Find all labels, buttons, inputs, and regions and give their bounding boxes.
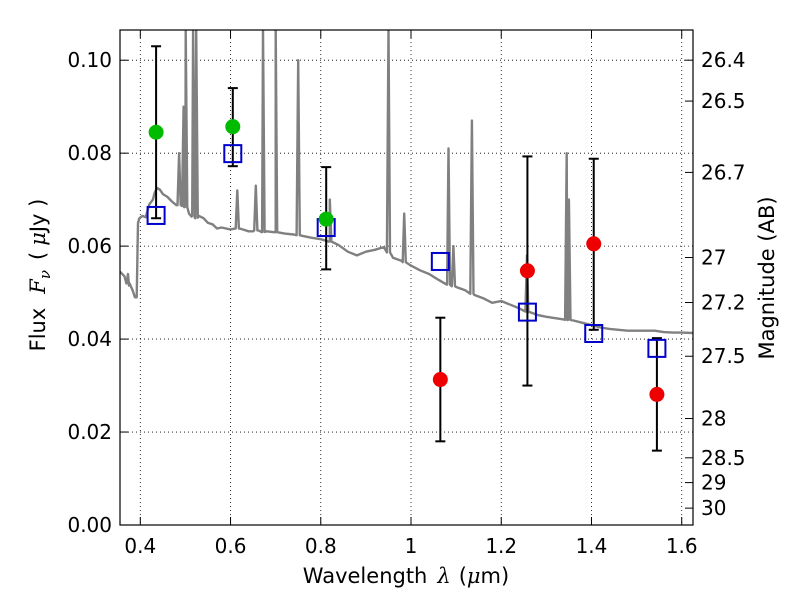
y-tick-label-4: 0.08	[67, 141, 112, 165]
model-point-6	[647, 338, 667, 358]
model-point-4	[517, 302, 537, 322]
y2-tick-label-8: 29	[701, 471, 726, 495]
y-axis-label: Flux Fν ( μJy )	[26, 199, 54, 352]
x-axis-label-unit-open: (	[459, 564, 467, 588]
nondetection-point-0	[432, 372, 448, 388]
detection-point-1	[225, 119, 241, 135]
y-axis-label-unit-rest: Jy )	[26, 199, 50, 235]
y-axis-label-prefix: Flux	[26, 308, 50, 352]
y-tick-label-0: 0.00	[67, 513, 112, 537]
x-tick-label-3: 1	[405, 534, 418, 558]
y-axis-label-sub: ν	[36, 270, 54, 279]
y2-tick-label-0: 26.4	[701, 48, 746, 72]
y-axis-label-symbol: F	[26, 278, 50, 295]
grid-lines	[120, 30, 693, 526]
model-points	[146, 144, 667, 358]
y-tick-label-3: 0.06	[67, 234, 112, 258]
y-tick-label-1: 0.02	[67, 420, 112, 444]
nondetection-point-1	[519, 263, 535, 279]
spectrum-layer	[120, 30, 693, 335]
x-tick-label-2: 0.8	[305, 534, 337, 558]
y-tick-label-2: 0.04	[67, 327, 112, 351]
model-point-5	[584, 324, 604, 344]
spectrum-line	[120, 30, 693, 335]
nondetection-point-3	[649, 386, 665, 402]
y2-tick-label-6: 28	[701, 407, 726, 431]
x-axis-label-unit-mu: μ	[467, 564, 481, 588]
nondetection-point-2	[586, 236, 602, 252]
x-tick-label-1: 0.6	[215, 534, 247, 558]
x-tick-label-0: 0.4	[124, 534, 156, 558]
x-axis-label-symbol: λ	[436, 564, 450, 588]
model-point-0	[146, 205, 166, 225]
detection-point-0	[148, 124, 164, 140]
axis-ticks: 0.4 0.6 0.8 1 1.2 1.4 1.6 0.00 0.02 0.04 0.06 0.08 0…	[67, 30, 746, 558]
y-axis-label-unit-open: (	[26, 252, 50, 260]
y-tick-label-5: 0.10	[67, 48, 112, 72]
x-axis-label: Wavelength λ (μm)	[303, 564, 509, 588]
y2-tick-label-9: 30	[701, 496, 726, 520]
y2-tick-label-4: 27.2	[701, 291, 746, 315]
model-point-3	[430, 251, 450, 271]
y2-axis-label: Magnitude (AB)	[755, 196, 779, 359]
y2-tick-label-7: 28.5	[701, 446, 746, 470]
y2-tick-label-5: 27.5	[701, 344, 746, 368]
x-axis-label-unit-rest: m)	[481, 564, 510, 588]
x-tick-label-6: 1.6	[666, 534, 698, 558]
y2-tick-label-3: 27	[701, 246, 726, 270]
y-axis-label-unit-mu: μ	[26, 232, 50, 246]
detection-point-2	[318, 211, 334, 227]
x-tick-label-5: 1.4	[576, 534, 608, 558]
x-tick-label-4: 1.2	[485, 534, 517, 558]
y2-tick-label-1: 26.5	[701, 89, 746, 113]
photometry-points	[148, 119, 665, 402]
plot-frame	[119, 29, 694, 526]
model-point-1	[223, 144, 243, 164]
x-axis-label-prefix: Wavelength	[303, 564, 428, 588]
y2-tick-label-2: 26.7	[701, 160, 746, 184]
